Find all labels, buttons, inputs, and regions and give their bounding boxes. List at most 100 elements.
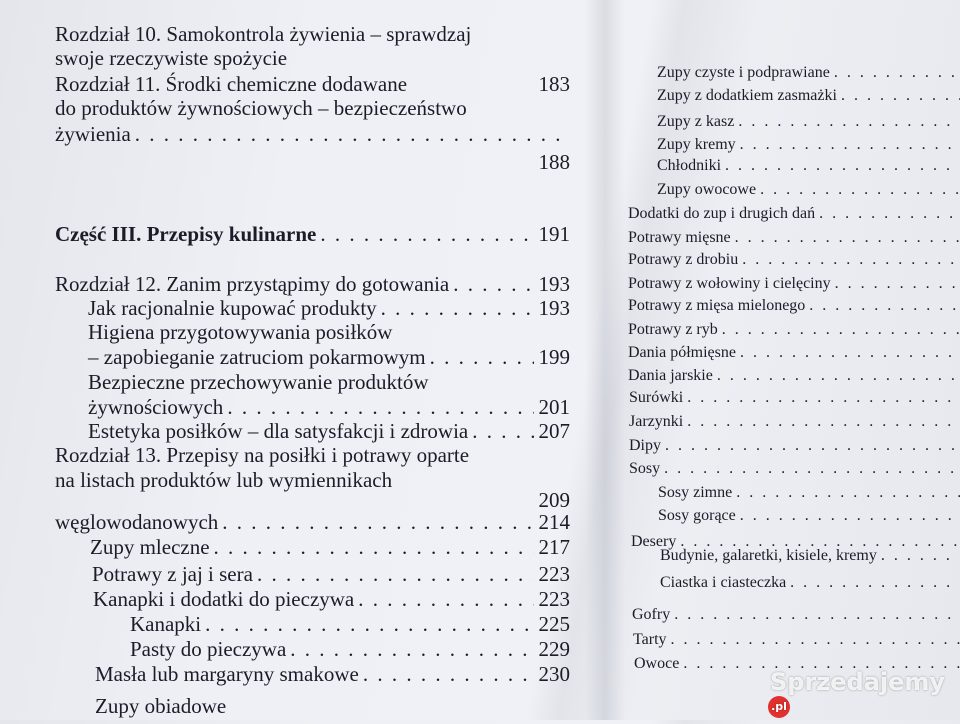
entry-page: 217: [538, 535, 571, 559]
entry-page: 199: [538, 345, 571, 369]
leader-dots: [735, 228, 960, 248]
entry-page: 193: [538, 272, 571, 296]
leader-dots: [740, 506, 960, 526]
toc-entry: Bezpieczne przechowywanie produktów: [88, 370, 570, 394]
entry-title: Masła lub margaryny smakowe: [95, 662, 359, 686]
toc-entry: Zupy czyste i podprawiane: [657, 63, 960, 83]
entry-title: Sosy gorące: [658, 507, 736, 524]
toc-entry: Estetyka posiłków – dla satysfakcji i zd…: [88, 419, 570, 443]
toc-entry: Desery: [631, 532, 960, 552]
toc-entry: Owoce: [634, 654, 960, 674]
entry-title: Potrawy z jaj i sera: [92, 562, 253, 586]
entry-page: 207: [538, 419, 571, 443]
toc-part-heading: Część III. Przepisy kulinarne 191: [55, 222, 570, 246]
leader-dots: [835, 274, 960, 294]
toc-entry: Zupy mleczne 217: [90, 535, 570, 559]
watermark-logo: Sprzedajemy.pl: [768, 668, 960, 724]
entry-title: Ciastka i ciasteczka: [660, 574, 787, 591]
leader-dots: [736, 483, 960, 503]
entry-title: Dodatki do zup i drugich dań: [628, 205, 816, 222]
entry-title: Zupy czyste i podprawiane: [657, 64, 830, 81]
entry-title: Zupy z dodatkiem zasmażki: [657, 87, 837, 104]
toc-entry: Ciastka i ciasteczka: [660, 573, 960, 593]
entry-title: Zupy kremy: [657, 136, 736, 153]
toc-entry: Dania jarskie: [628, 366, 960, 386]
entry-title: żywnościowych: [88, 395, 224, 419]
toc-entry: Dania półmięsne: [628, 343, 960, 363]
toc-entry: 209: [55, 488, 571, 512]
toc-entry: węglowodanowych 214: [55, 510, 570, 534]
leader-dots: [671, 630, 960, 650]
leader-dots: [740, 135, 960, 155]
entry-title: Część III. Przepisy kulinarne: [55, 222, 317, 246]
entry-title: Rozdział 11. Środki chemiczne dodawane: [55, 72, 408, 96]
entry-title: Gofry: [632, 606, 671, 623]
entry-title: Potrawy z ryb: [628, 321, 718, 338]
toc-entry: Masła lub margaryny smakowe 230: [95, 662, 570, 686]
toc-entry: Tarty: [633, 630, 960, 650]
toc-entry: na listach produktów lub wymiennikach: [55, 468, 575, 492]
entry-title: Higiena przygotowywania posiłków: [88, 320, 393, 344]
leader-dots: [674, 605, 960, 625]
entry-page: 229: [538, 637, 571, 661]
entry-page: 230: [538, 662, 571, 686]
entry-title: Potrawy mięsne: [628, 229, 731, 246]
entry-title: Jarzynki: [629, 413, 684, 430]
leader-dots: [760, 180, 960, 200]
toc-entry: Rozdział 13. Przepisy na posiłki i potra…: [55, 443, 575, 467]
leader-dots: [790, 573, 960, 593]
leader-dots: [717, 366, 960, 386]
toc-entry: Potrawy z mięsa mielonego: [628, 296, 960, 316]
entry-page: 225: [538, 612, 571, 636]
entry-page: 223: [538, 562, 571, 586]
leader-dots: [687, 412, 960, 432]
leader-dots: [738, 112, 960, 132]
entry-page: 209: [538, 488, 571, 512]
entry-title: Tarty: [633, 631, 667, 648]
entry-title: Owoce: [634, 655, 680, 672]
entry-page: 201: [538, 395, 571, 419]
entry-title: Chłodniki: [657, 157, 722, 174]
toc-entry: – zapobieganie zatruciom pokarmowym 199: [88, 345, 570, 369]
toc-entry: Sosy: [629, 459, 960, 479]
entry-title: Zupy owocowe: [657, 181, 757, 198]
entry-title: swoje rzeczywiste spożycie: [55, 46, 288, 70]
toc-entry: Potrawy mięsne: [628, 228, 960, 248]
entry-title: Zupy mleczne: [90, 535, 210, 559]
toc-entry: Jak racjonalnie kupować produkty 193: [88, 296, 570, 320]
leader-dots: [740, 343, 960, 363]
toc-entry: Budynie, galaretki, kisiele, kremy: [660, 546, 960, 566]
entry-title: Rozdział 13. Przepisy na posiłki i potra…: [55, 443, 470, 467]
toc-entry: Kanapki 225: [130, 612, 570, 636]
entry-page: 188: [538, 150, 571, 174]
toc-entry: Rozdział 10. Samokontrola żywienia – spr…: [55, 22, 575, 46]
leader-dots: [841, 86, 960, 106]
leader-dots: [665, 436, 960, 456]
toc-entry: Gofry: [632, 605, 960, 625]
entry-title: Potrawy z wołowiny i cielęciny: [628, 275, 831, 292]
entry-title: Jak racjonalnie kupować produkty: [88, 296, 377, 320]
entry-page: 223: [538, 587, 571, 611]
entry-title: węglowodanowych: [55, 510, 219, 534]
leader-dots: [664, 459, 960, 479]
toc-entry: żywienia: [55, 122, 570, 146]
toc-entry: Rozdział 11. Środki chemiczne dodawane 18…: [55, 72, 570, 96]
toc-entry: Chłodniki: [657, 156, 960, 176]
toc-entry: Jarzynki: [629, 412, 960, 432]
entry-title: Dipy: [629, 437, 661, 454]
toc-entry: Higiena przygotowywania posiłków: [88, 320, 570, 344]
toc-entry: Dipy: [629, 436, 960, 456]
toc-entry: Sosy zimne: [658, 483, 960, 503]
entry-title: żywienia: [55, 122, 131, 146]
toc-entry: Zupy kremy: [657, 135, 960, 155]
entry-title: na listach produktów lub wymiennikach: [55, 468, 393, 492]
toc-entry: Potrawy z jaj i sera 223: [92, 562, 570, 586]
toc-entry: Kanapki i dodatki do pieczywa 223: [93, 587, 570, 611]
entry-title: Potrawy z drobiu: [628, 251, 739, 268]
book-gutter: [585, 0, 625, 720]
toc-entry: Potrawy z drobiu: [628, 250, 960, 270]
toc-entry: Zupy obiadowe: [95, 694, 570, 718]
entry-title: Rozdział 10. Samokontrola żywienia – spr…: [55, 22, 472, 46]
toc-entry: Zupy z dodatkiem zasmażki: [657, 86, 960, 106]
toc-entry: Sosy gorące: [658, 506, 960, 526]
